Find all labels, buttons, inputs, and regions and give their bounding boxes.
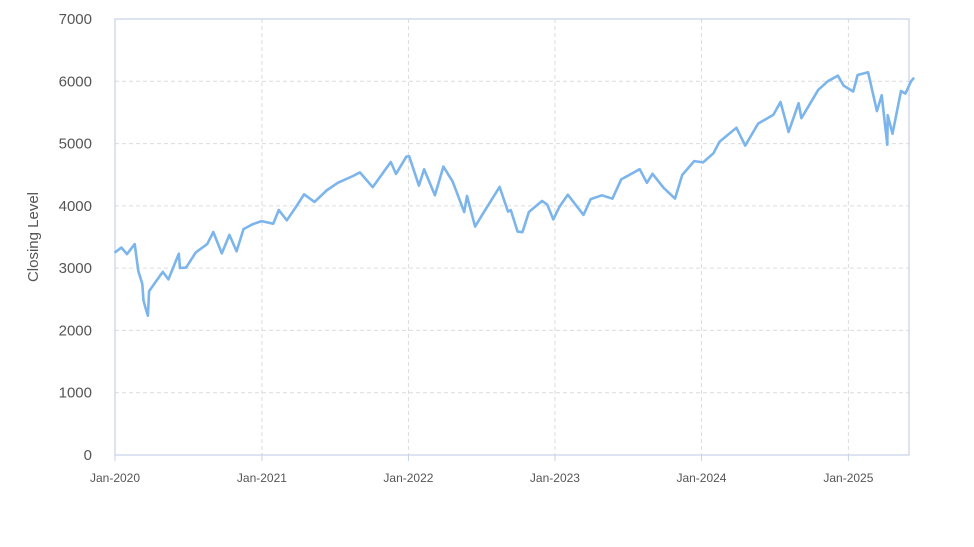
y-tick-label: 6000 [59,73,92,90]
x-tick-label: Jan-2022 [383,471,433,485]
x-tick-label: Jan-2020 [90,471,140,485]
y-tick-label: 2000 [59,322,92,339]
axes: 0 1000 2000 3000 4000 5000 6000 7000 Jan-2020 Jan… [59,11,874,485]
series-line [114,71,915,317]
y-tick-label: 7000 [59,11,92,28]
y-tick-label: 3000 [59,260,92,277]
y-tick-label: 1000 [59,385,92,402]
y-tick-label: 0 [84,447,92,464]
y-tick-label: 4000 [59,198,92,215]
x-tick-label: Jan-2021 [237,471,287,485]
y-axis-title: Closing Level [25,192,42,282]
x-tick-label: Jan-2024 [676,471,726,485]
grid-lines [115,19,909,455]
plot-area [114,18,910,456]
y-tick-label: 5000 [59,136,92,153]
x-tick-label: Jan-2023 [530,471,580,485]
x-tick-label: Jan-2025 [823,471,873,485]
